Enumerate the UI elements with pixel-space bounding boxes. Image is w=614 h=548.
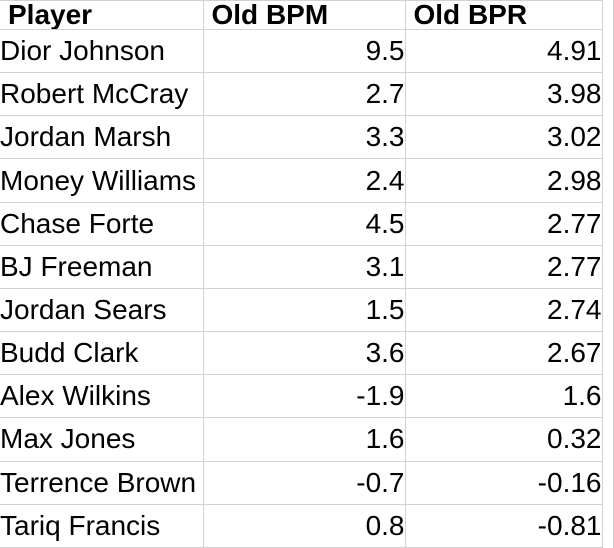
old-bpm-cell[interactable]: -0.7 xyxy=(203,461,406,505)
player-name-cell[interactable]: Tariq Francis xyxy=(0,504,204,548)
old-bpm-cell[interactable]: 2.7 xyxy=(203,72,406,117)
column-header-old-bpr[interactable]: Old BPR xyxy=(405,0,603,30)
player-name-cell[interactable]: Budd Clark xyxy=(0,331,204,376)
player-name-cell[interactable]: Jordan Marsh xyxy=(0,115,204,160)
old-bpm-cell[interactable]: 3.6 xyxy=(203,331,406,376)
table-row: Robert McCray 2.7 3.98 xyxy=(0,72,603,117)
column-header-player[interactable]: Player xyxy=(0,0,204,30)
old-bpm-cell[interactable]: -1.9 xyxy=(203,374,406,419)
old-bpm-cell[interactable]: 1.5 xyxy=(203,288,406,333)
old-bpr-cell[interactable]: 3.02 xyxy=(405,115,603,160)
old-bpr-cell[interactable]: 3.98 xyxy=(405,72,603,117)
player-name-cell[interactable]: Robert McCray xyxy=(0,72,204,117)
old-bpm-cell[interactable]: 3.1 xyxy=(203,245,406,289)
old-bpm-cell[interactable]: 2.4 xyxy=(203,158,406,203)
table-row: Alex Wilkins -1.9 1.6 xyxy=(0,374,603,419)
table-row: Jordan Sears 1.5 2.74 xyxy=(0,288,603,333)
player-name-cell[interactable]: Alex Wilkins xyxy=(0,374,204,419)
table-row: Tariq Francis 0.8 -0.81 xyxy=(0,504,603,548)
old-bpm-cell[interactable]: 9.5 xyxy=(203,29,406,74)
old-bpr-cell[interactable]: 2.77 xyxy=(405,202,603,246)
old-bpr-cell[interactable]: 2.98 xyxy=(405,158,603,203)
old-bpm-cell[interactable]: 4.5 xyxy=(203,202,406,246)
old-bpr-cell[interactable]: 0.32 xyxy=(405,417,603,462)
table-row: Dior Johnson 9.5 4.91 xyxy=(0,29,603,74)
old-bpr-cell[interactable]: -0.16 xyxy=(405,461,603,505)
column-header-old-bpm[interactable]: Old BPM xyxy=(203,0,406,30)
player-name-cell[interactable]: Dior Johnson xyxy=(0,29,204,74)
player-name-cell[interactable]: Chase Forte xyxy=(0,202,204,246)
player-name-cell[interactable]: Money Williams xyxy=(0,158,204,203)
header-row: Player Old BPM Old BPR xyxy=(0,0,603,30)
player-name-cell[interactable]: Jordan Sears xyxy=(0,288,204,333)
old-bpr-cell[interactable]: -0.81 xyxy=(405,504,603,548)
table-row: Money Williams 2.4 2.98 xyxy=(0,158,603,203)
table-row: Budd Clark 3.6 2.67 xyxy=(0,331,603,376)
player-name-cell[interactable]: Terrence Brown xyxy=(0,461,204,505)
old-bpr-cell[interactable]: 2.77 xyxy=(405,245,603,289)
player-name-cell[interactable]: BJ Freeman xyxy=(0,245,204,289)
old-bpm-cell[interactable]: 3.3 xyxy=(203,115,406,160)
old-bpr-cell[interactable]: 1.6 xyxy=(405,374,603,419)
table-row: Terrence Brown -0.7 -0.16 xyxy=(0,461,603,505)
table-row: BJ Freeman 3.1 2.77 xyxy=(0,245,603,289)
old-bpr-cell[interactable]: 4.91 xyxy=(405,29,603,74)
table-row: Max Jones 1.6 0.32 xyxy=(0,417,603,462)
table-row: Chase Forte 4.5 2.77 xyxy=(0,202,603,246)
table-row: Jordan Marsh 3.3 3.02 xyxy=(0,115,603,160)
old-bpr-cell[interactable]: 2.67 xyxy=(405,331,603,376)
old-bpm-cell[interactable]: 0.8 xyxy=(203,504,406,548)
old-bpm-cell[interactable]: 1.6 xyxy=(203,417,406,462)
old-bpr-cell[interactable]: 2.74 xyxy=(405,288,603,333)
player-name-cell[interactable]: Max Jones xyxy=(0,417,204,462)
